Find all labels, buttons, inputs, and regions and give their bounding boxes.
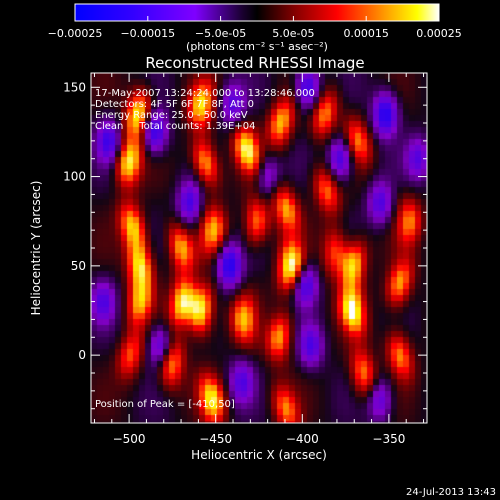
colorbar-tick-label: 0.00015 [343,27,389,40]
x-tick-label: −500 [113,432,146,446]
colorbar-tick-label: −0.00025 [48,27,103,40]
image-heatmap [91,73,427,423]
axis-ticks: −500 −450 −400 −350 0 50 100 150 [63,73,427,446]
y-tick-label: 100 [63,170,86,184]
annotation-block: 17-May-2007 13:24:24.000 to 13:28:46.000… [95,88,315,132]
colorbar-tick-label: −0.00015 [120,27,175,40]
y-tick-label: 0 [78,348,86,362]
colorbar-unit-label: (photons cm⁻² s⁻¹ asec⁻²) [186,40,328,53]
colorbar-tick-label: 0.00025 [416,27,462,40]
annotation-time-range: 17-May-2007 13:24:24.000 to 13:28:46.000 [95,88,315,99]
colorbar [75,4,439,21]
x-tick-label: −350 [372,432,405,446]
peak-position-label: Position of Peak = [-410,50] [95,399,235,410]
y-tick-label: 150 [63,80,86,94]
x-tick-label: −450 [199,432,232,446]
colorbar-ticks: −0.00025 −0.00015 −5.0e-05 5.0e-05 0.00015 0.… [48,16,462,40]
annotation-clean-counts: Clean Total counts: 1.39E+04 [95,121,255,132]
generated-timestamp: 24-Jul-2013 13:43 [406,487,496,498]
chart-title: Reconstructed RHESSI Image [145,54,364,72]
annotation-energy-range: Energy Range: 25.0 - 50.0 keV [95,110,248,121]
y-axis-label: Heliocentric Y (arcsec) [29,181,43,316]
y-tick-label: 50 [71,259,86,273]
annotation-detectors: Detectors: 4F 5F 6F 7F 8F, Att 0 [95,99,254,110]
x-tick-label: −400 [286,432,319,446]
x-axis-label: Heliocentric X (arcsec) [191,448,327,462]
colorbar-tick-label: −5.0e-05 [195,27,246,40]
colorbar-frame [74,3,440,22]
colorbar-tick-label: 5.0e-05 [272,27,314,40]
